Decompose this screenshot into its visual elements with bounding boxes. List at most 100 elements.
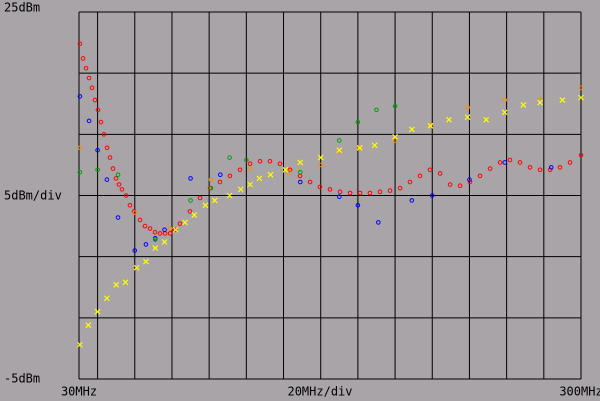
point (427, 167, 433, 173)
point (377, 189, 383, 195)
point (77, 341, 83, 348)
point (357, 190, 363, 196)
point (487, 166, 493, 171)
point (557, 165, 563, 170)
point (77, 94, 83, 99)
point (467, 179, 473, 185)
point (172, 226, 179, 233)
point (559, 97, 566, 104)
point (217, 179, 223, 185)
point (113, 176, 119, 181)
point (107, 155, 113, 160)
point (110, 166, 116, 171)
point (95, 167, 100, 173)
point (465, 105, 470, 110)
point (187, 209, 193, 214)
point (427, 122, 434, 129)
y-tick-label: -5dBm (4, 372, 40, 386)
point (578, 152, 584, 158)
x-div-label: 20MHz/div (287, 385, 352, 399)
point (89, 85, 95, 91)
point (408, 126, 415, 133)
point (132, 248, 138, 253)
point (167, 226, 173, 231)
point (409, 198, 415, 203)
point (247, 161, 253, 166)
point (355, 202, 361, 208)
point (548, 165, 554, 170)
point (86, 118, 92, 124)
point (86, 75, 92, 81)
point (115, 172, 121, 178)
point (387, 188, 393, 193)
point (147, 226, 153, 231)
point (197, 195, 203, 201)
point (152, 237, 158, 242)
y-tick-label: 25dBm (4, 1, 40, 15)
point (101, 132, 107, 137)
point (95, 147, 100, 153)
point (327, 187, 333, 192)
point (188, 176, 193, 181)
point (520, 102, 527, 108)
point (104, 177, 110, 182)
point (347, 190, 353, 196)
point (437, 171, 443, 176)
point (336, 138, 342, 143)
point (297, 159, 304, 166)
point (317, 184, 323, 190)
point (464, 114, 471, 121)
point (202, 202, 209, 209)
point (94, 308, 101, 315)
point (208, 177, 214, 182)
point (497, 160, 503, 165)
point (247, 166, 253, 171)
point (547, 167, 553, 173)
point (477, 173, 483, 179)
point (336, 194, 342, 200)
point (502, 160, 508, 165)
point (355, 119, 361, 125)
point (578, 94, 584, 101)
point (429, 193, 435, 198)
point (267, 158, 273, 164)
point (92, 97, 98, 103)
point (172, 227, 178, 233)
point (537, 99, 544, 106)
point (123, 193, 129, 198)
point (227, 155, 232, 160)
point (392, 133, 398, 140)
point (318, 162, 324, 168)
point (167, 231, 173, 236)
point (457, 183, 463, 189)
point (143, 258, 149, 265)
point (143, 242, 149, 247)
point (297, 179, 303, 185)
point (446, 116, 452, 123)
point (188, 198, 193, 203)
point (116, 182, 122, 187)
point (392, 138, 398, 143)
point (247, 181, 253, 188)
point (104, 145, 110, 151)
point (537, 167, 543, 173)
point (161, 239, 168, 245)
point (177, 221, 183, 226)
point (133, 264, 140, 271)
point (77, 41, 83, 47)
point (227, 173, 233, 179)
point (115, 215, 121, 220)
point (447, 182, 453, 187)
point (501, 109, 508, 116)
point (83, 65, 89, 71)
point (77, 145, 83, 151)
point (371, 142, 378, 149)
point (267, 171, 274, 178)
point (467, 177, 472, 182)
point (297, 169, 303, 175)
point (162, 227, 167, 233)
point (157, 231, 163, 236)
point (85, 322, 92, 329)
point (287, 167, 293, 173)
point (103, 295, 110, 302)
